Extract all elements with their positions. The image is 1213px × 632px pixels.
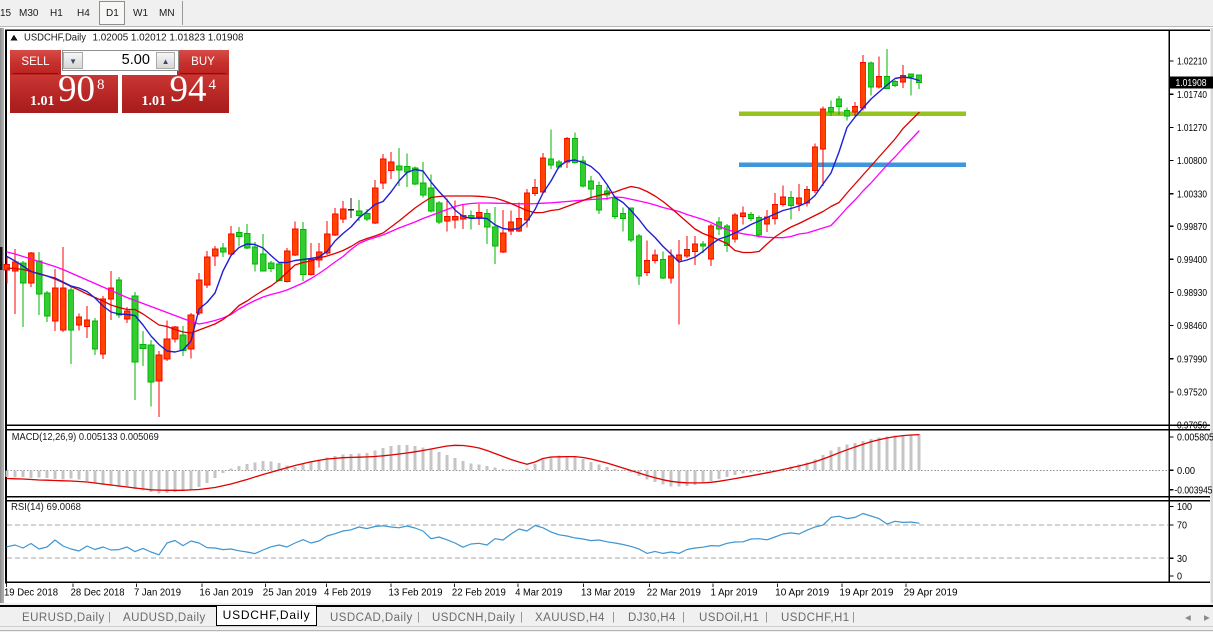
svg-text:7 Jan 2019: 7 Jan 2019 (134, 588, 181, 599)
svg-text:RSI(14) 69.0068: RSI(14) 69.0068 (11, 501, 81, 513)
svg-text:0.97520: 0.97520 (1177, 388, 1207, 399)
svg-text:0.005805: 0.005805 (1177, 433, 1213, 444)
svg-text:25 Jan 2019: 25 Jan 2019 (263, 588, 317, 599)
svg-text:28 Dec 2018: 28 Dec 2018 (71, 588, 125, 599)
svg-text:0.98930: 0.98930 (1177, 288, 1207, 299)
svg-text:1.01740: 1.01740 (1177, 90, 1207, 101)
svg-text:4 Mar 2019: 4 Mar 2019 (515, 588, 562, 599)
svg-text:0.98460: 0.98460 (1177, 321, 1207, 332)
svg-text:19 Apr 2019: 19 Apr 2019 (839, 588, 893, 599)
svg-text:100: 100 (1177, 502, 1192, 513)
svg-text:13 Mar 2019: 13 Mar 2019 (581, 588, 635, 599)
svg-text:19 Dec 2018: 19 Dec 2018 (4, 588, 58, 599)
svg-text:70: 70 (1177, 521, 1187, 532)
svg-text:1.02005 1.02012 1.01823 1.0190: 1.02005 1.02012 1.01823 1.01908 (93, 32, 244, 44)
svg-text:0.97050: 0.97050 (1177, 421, 1207, 432)
svg-text:1.00800: 1.00800 (1177, 156, 1207, 167)
svg-text:1.00330: 1.00330 (1177, 189, 1207, 200)
svg-text:4 Feb 2019: 4 Feb 2019 (324, 588, 371, 599)
svg-text:29 Apr 2019: 29 Apr 2019 (904, 588, 958, 599)
svg-text:0.99400: 0.99400 (1177, 255, 1207, 266)
svg-text:30: 30 (1177, 554, 1187, 565)
svg-text:10 Apr 2019: 10 Apr 2019 (775, 588, 829, 599)
svg-text:1.01908: 1.01908 (1176, 78, 1207, 89)
svg-text:-0.003945: -0.003945 (1175, 485, 1213, 496)
svg-text:0.00: 0.00 (1177, 466, 1195, 477)
svg-text:1.02210: 1.02210 (1177, 57, 1207, 68)
svg-text:22 Mar 2019: 22 Mar 2019 (647, 588, 701, 599)
svg-text:0: 0 (1177, 572, 1182, 583)
svg-text:1.01270: 1.01270 (1177, 123, 1207, 134)
svg-text:22 Feb 2019: 22 Feb 2019 (452, 588, 506, 599)
svg-text:USDCHF,Daily: USDCHF,Daily (24, 32, 87, 44)
svg-text:13 Feb 2019: 13 Feb 2019 (389, 588, 443, 599)
svg-text:0.99870: 0.99870 (1177, 222, 1207, 233)
svg-text:1 Apr 2019: 1 Apr 2019 (711, 588, 758, 599)
svg-text:16 Jan 2019: 16 Jan 2019 (199, 588, 253, 599)
svg-text:0.97990: 0.97990 (1177, 354, 1207, 365)
svg-text:MACD(12,26,9) 0.005133 0.00506: MACD(12,26,9) 0.005133 0.005069 (12, 431, 159, 443)
